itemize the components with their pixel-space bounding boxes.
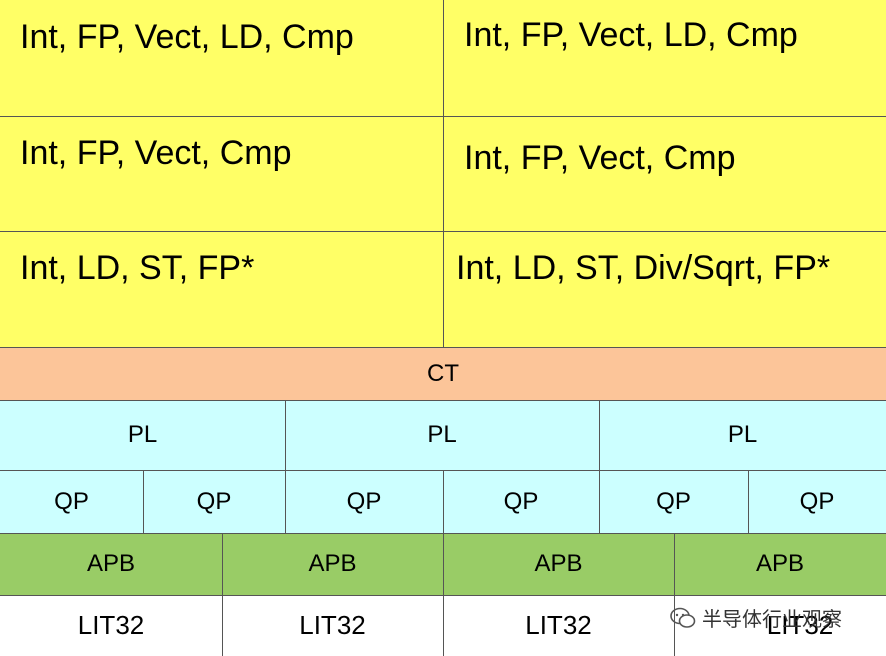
exec-unit-label: Int, FP, Vect, LD, Cmp (464, 16, 798, 54)
divider (285, 400, 286, 533)
qp-label: QP (54, 487, 89, 515)
exec-unit-2: Int, FP, Vect, LD, Cmp (444, 0, 886, 117)
watermark: 半导体行业观察 (670, 603, 842, 632)
divider (0, 347, 886, 348)
lit-label: LIT32 (525, 610, 592, 640)
qp-block-2: QP (143, 470, 285, 533)
apb-block-3: APB (443, 533, 674, 595)
exec-unit-5: Int, LD, ST, FP* (0, 232, 444, 347)
qp-label: QP (196, 487, 232, 515)
wechat-icon (670, 607, 696, 628)
qp-label: QP (346, 487, 382, 515)
divider (0, 231, 886, 232)
lit-label: LIT32 (299, 610, 366, 640)
lit-label: LIT32 (77, 610, 145, 640)
lit-block-4: LIT32 (674, 595, 886, 656)
ct-block: CT (0, 347, 886, 400)
divider (443, 0, 444, 347)
qp-block-5: QP (599, 470, 748, 533)
divider (222, 533, 223, 656)
exec-unit-label: Int, FP, Vect, Cmp (20, 134, 292, 172)
qp-label: QP (656, 487, 691, 515)
qp-label: QP (503, 487, 539, 515)
apb-block-2: APB (222, 533, 443, 595)
divider (0, 116, 886, 117)
divider (143, 470, 144, 533)
qp-block-4: QP (443, 470, 599, 533)
pl-label: PL (727, 421, 758, 448)
exec-unit-label: Int, LD, ST, FP* (20, 249, 255, 287)
exec-unit-6: Int, LD, ST, Div/Sqrt, FP* (444, 232, 886, 347)
exec-unit-label: Int, FP, Vect, Cmp (464, 139, 736, 177)
apb-block-4: APB (674, 533, 886, 595)
lit-block-1: LIT32 (0, 595, 222, 656)
divider (443, 470, 444, 656)
pl-block-3: PL (599, 400, 886, 470)
lit-block-2: LIT32 (222, 595, 443, 656)
apb-label: APB (86, 550, 136, 577)
ct-label: CT (427, 359, 459, 387)
qp-label: QP (799, 487, 835, 515)
watermark-text: 半导体行业观察 (702, 609, 842, 631)
exec-unit-label: Int, LD, ST, Div/Sqrt, FP* (456, 249, 831, 287)
qp-block-6: QP (748, 470, 886, 533)
exec-unit-label: Int, FP, Vect, LD, Cmp (20, 18, 354, 56)
apb-label: APB (308, 550, 357, 577)
divider (599, 400, 600, 533)
pl-block-1: PL (0, 400, 285, 470)
pl-label: PL (427, 421, 457, 448)
apb-label: APB (534, 550, 583, 577)
apb-block-1: APB (0, 533, 222, 595)
pl-block-2: PL (285, 400, 599, 470)
divider (0, 400, 886, 401)
exec-unit-3: Int, FP, Vect, Cmp (0, 117, 444, 232)
lit-block-3: LIT32 (443, 595, 674, 656)
qp-block-3: QP (285, 470, 443, 533)
divider (674, 533, 675, 656)
pl-label: PL (127, 421, 158, 448)
divider (748, 470, 749, 533)
exec-unit-1: Int, FP, Vect, LD, Cmp (0, 0, 444, 117)
exec-unit-4: Int, FP, Vect, Cmp (444, 117, 886, 232)
lit-label: LIT32 (766, 610, 834, 640)
apb-label: APB (755, 550, 805, 577)
qp-block-1: QP (0, 470, 143, 533)
